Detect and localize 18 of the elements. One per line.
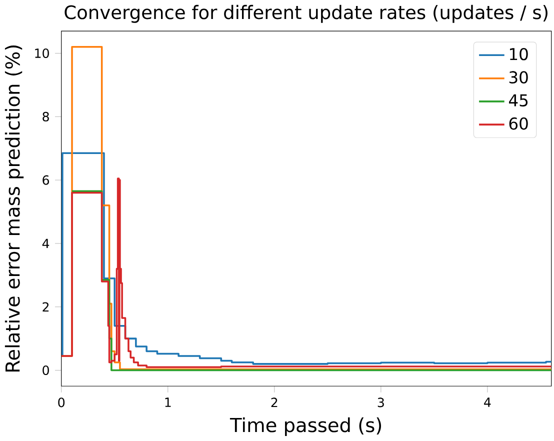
x-tick-label: 2 (271, 398, 278, 408)
y-tick-label: 6 (42, 175, 50, 185)
y-tick-label: 10 (35, 48, 49, 58)
legend-label: 60 (509, 117, 528, 130)
x-tick-label: 3 (378, 398, 384, 408)
legend-label: 30 (509, 71, 528, 84)
chart-title: Convergence for different update rates (updates / s) (64, 4, 548, 23)
y-tick-label: 8 (42, 112, 49, 122)
x-tick-label: 0 (58, 398, 65, 408)
legend-label: 45 (508, 94, 528, 107)
y-tick-label: 2 (42, 302, 49, 312)
y-axis-title: Relative error mass prediction (%) (4, 45, 24, 372)
y-tick-label: 4 (42, 238, 50, 248)
x-axis-title: Time passed (s) (230, 417, 382, 436)
x-tick-label: 1 (165, 398, 171, 407)
legend-label: 10 (510, 48, 528, 60)
y-tick-label: 0 (42, 366, 49, 376)
x-tick-label: 4 (484, 398, 491, 407)
